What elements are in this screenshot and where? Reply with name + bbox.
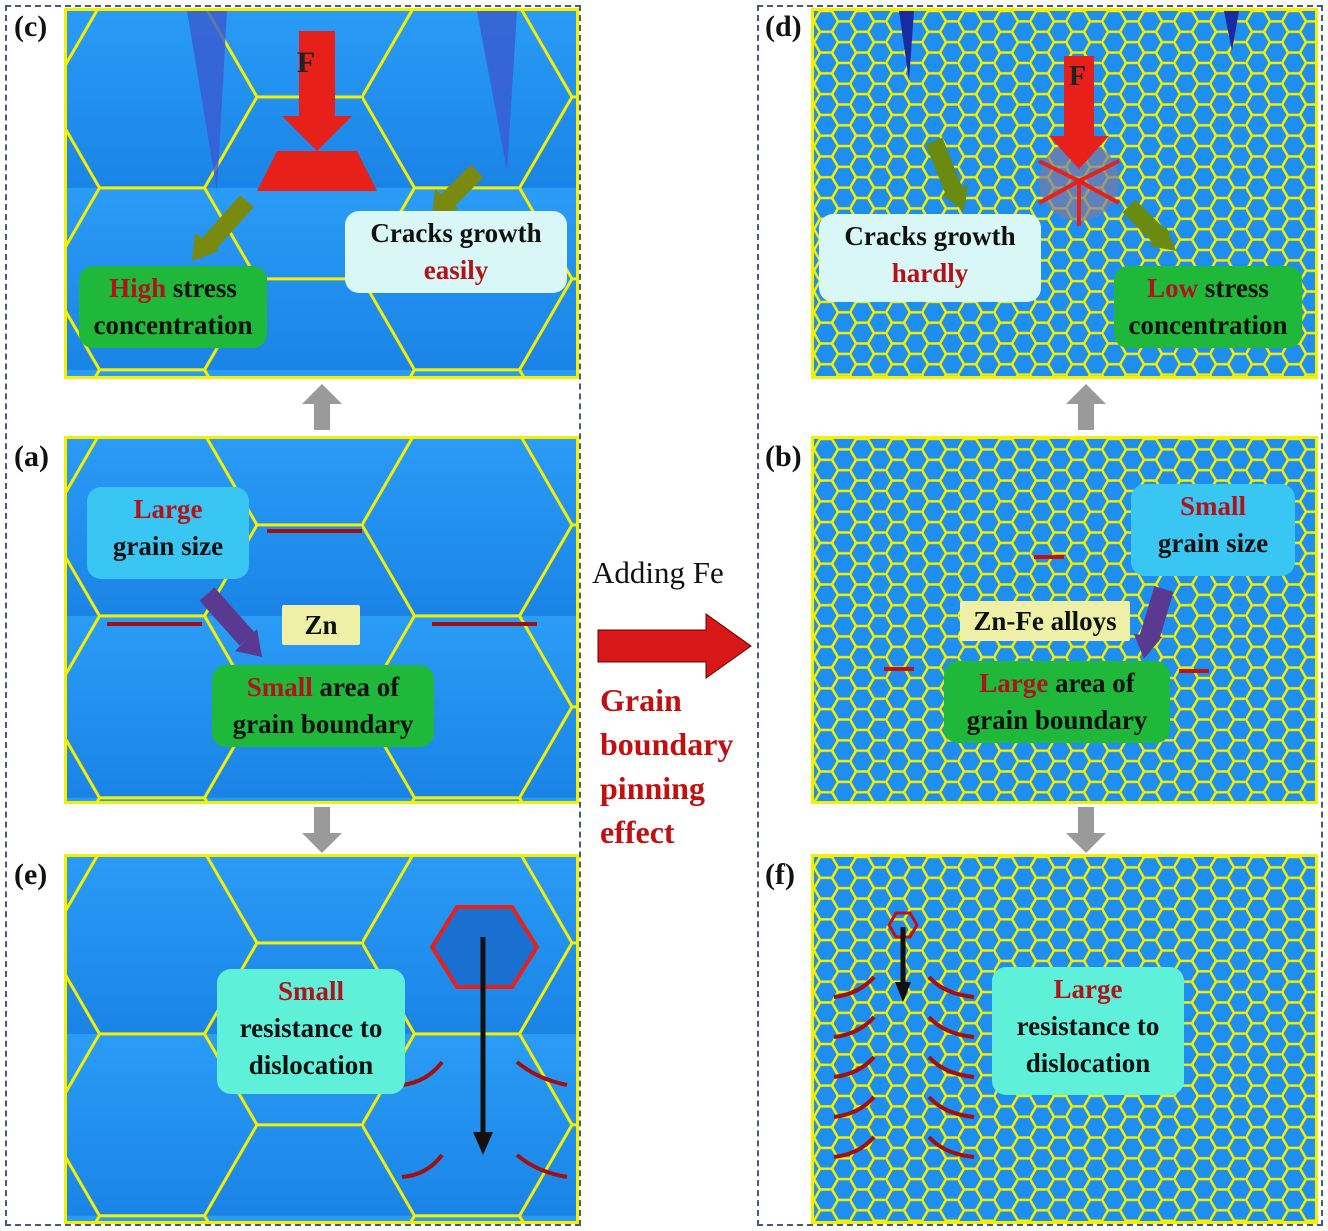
panel-c: F High stress concentration Cracks growth… (64, 8, 579, 379)
crack-shape (477, 11, 517, 171)
pointer-arrow (235, 629, 262, 657)
down-arrow-icon (1066, 807, 1106, 853)
crack-shape (1224, 11, 1239, 51)
crack-box: Cracks growth hardly (819, 214, 1041, 302)
dislocation-arrow (895, 982, 911, 1002)
grain-size-box: Small grain size (1131, 484, 1295, 576)
effect-line: pinning (600, 770, 705, 806)
force-arrow (1049, 136, 1109, 169)
left-group-frame (5, 5, 581, 1226)
pinning-effect-label: Grain boundary pinning effect (600, 678, 733, 854)
stress-box: High stress concentration (79, 266, 267, 348)
pointer-arrow (432, 189, 459, 216)
panel-label: (e) (14, 858, 48, 891)
pointer-arrow (1134, 634, 1162, 659)
panel-label: (f) (765, 858, 795, 891)
down-arrow-icon (302, 807, 342, 853)
panel-e: Small resistance to dislocation (64, 854, 579, 1224)
boundary-area-box: Small area of grain boundary (212, 665, 434, 747)
force-arrow (282, 116, 352, 151)
force-label: F (297, 46, 316, 79)
panel-label: (a) (14, 440, 49, 473)
resistance-box: Large resistance to dislocation (992, 967, 1184, 1095)
crack-box: Cracks growth easily (345, 211, 567, 293)
force-label: F (1069, 61, 1087, 92)
panel-b: Small grain size Zn-Fe alloys Large area … (811, 436, 1318, 804)
resistance-box: Small resistance to dislocation (217, 969, 405, 1094)
stress-zone (257, 151, 377, 191)
pointer-arrow (1149, 226, 1176, 251)
pointer-arrow (192, 233, 219, 261)
panel-label: (b) (765, 440, 802, 473)
crack-shape (187, 11, 227, 191)
panel-a: Large grain size Zn Small area of grain bo… (64, 436, 579, 804)
panel-f: Large resistance to dislocation (811, 854, 1318, 1224)
dislocation-arrow (473, 1132, 493, 1155)
effect-line: boundary (600, 726, 734, 762)
up-arrow-icon (1066, 384, 1106, 430)
material-label: Zn-Fe alloys (960, 601, 1130, 641)
material-label: Zn (282, 605, 360, 645)
panel-label: (c) (14, 10, 48, 43)
grain-highlight (887, 911, 919, 939)
panel-d: F Cracks growth hardly Low stress concentr… (811, 8, 1318, 379)
pointer-arrow (942, 185, 968, 211)
right-arrow-icon (597, 613, 752, 679)
panel-label: (d) (765, 10, 802, 43)
effect-line: Grain (600, 682, 682, 718)
adding-fe-label: Adding Fe (592, 555, 724, 590)
up-arrow-icon (302, 384, 342, 430)
stress-box: Low stress concentration (1114, 266, 1302, 348)
crack-shape (899, 11, 914, 81)
right-group-frame (757, 5, 1323, 1226)
effect-line: effect (600, 814, 675, 850)
boundary-area-box: Large area of grain boundary (944, 661, 1170, 743)
grain-size-box: Large grain size (87, 487, 249, 579)
